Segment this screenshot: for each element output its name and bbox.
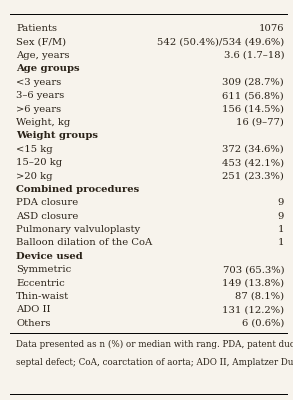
Text: <15 kg: <15 kg: [16, 145, 53, 154]
Text: Weight, kg: Weight, kg: [16, 118, 70, 127]
Text: 15–20 kg: 15–20 kg: [16, 158, 62, 167]
Text: 611 (56.8%): 611 (56.8%): [222, 91, 284, 100]
Text: Pulmonary valvuloplasty: Pulmonary valvuloplasty: [16, 225, 140, 234]
Text: Sex (F/M): Sex (F/M): [16, 38, 66, 46]
Text: 1: 1: [278, 238, 284, 248]
Text: 251 (23.3%): 251 (23.3%): [222, 172, 284, 180]
Text: PDA closure: PDA closure: [16, 198, 78, 207]
Text: Data presented as n (%) or median with rang. PDA, patent ductus arteriosus; ASD,: Data presented as n (%) or median with r…: [16, 340, 293, 349]
Text: 542 (50.4%)/534 (49.6%): 542 (50.4%)/534 (49.6%): [157, 38, 284, 46]
Text: >6 years: >6 years: [16, 104, 61, 114]
Text: 9: 9: [278, 212, 284, 221]
Text: Combined procedures: Combined procedures: [16, 185, 139, 194]
Text: Balloon dilation of the CoA: Balloon dilation of the CoA: [16, 238, 152, 248]
Text: 156 (14.5%): 156 (14.5%): [222, 104, 284, 114]
Text: Symmetric: Symmetric: [16, 265, 71, 274]
Text: Age, years: Age, years: [16, 51, 70, 60]
Text: 9: 9: [278, 198, 284, 207]
Text: ASD closure: ASD closure: [16, 212, 79, 221]
Text: <3 years: <3 years: [16, 78, 61, 87]
Text: 16 (9–77): 16 (9–77): [236, 118, 284, 127]
Text: Weight groups: Weight groups: [16, 131, 98, 140]
Text: 453 (42.1%): 453 (42.1%): [222, 158, 284, 167]
Text: Age groups: Age groups: [16, 64, 80, 73]
Text: Patients: Patients: [16, 24, 57, 33]
Text: 309 (28.7%): 309 (28.7%): [222, 78, 284, 87]
Text: 3–6 years: 3–6 years: [16, 91, 64, 100]
Text: Eccentric: Eccentric: [16, 279, 65, 288]
Text: ADO II: ADO II: [16, 306, 51, 314]
Text: 1076: 1076: [259, 24, 284, 33]
Text: 703 (65.3%): 703 (65.3%): [223, 265, 284, 274]
Text: Others: Others: [16, 319, 51, 328]
Text: 372 (34.6%): 372 (34.6%): [222, 145, 284, 154]
Text: septal defect; CoA, coarctation of aorta; ADO II, Amplatzer Duct Occluder II.: septal defect; CoA, coarctation of aorta…: [16, 358, 293, 367]
Text: 6 (0.6%): 6 (0.6%): [242, 319, 284, 328]
Text: 131 (12.2%): 131 (12.2%): [222, 306, 284, 314]
Text: 87 (8.1%): 87 (8.1%): [235, 292, 284, 301]
Text: Device used: Device used: [16, 252, 83, 261]
Text: 149 (13.8%): 149 (13.8%): [222, 279, 284, 288]
Text: >20 kg: >20 kg: [16, 172, 53, 180]
Text: 3.6 (1.7–18): 3.6 (1.7–18): [224, 51, 284, 60]
Text: 1: 1: [278, 225, 284, 234]
Text: Thin-waist: Thin-waist: [16, 292, 69, 301]
